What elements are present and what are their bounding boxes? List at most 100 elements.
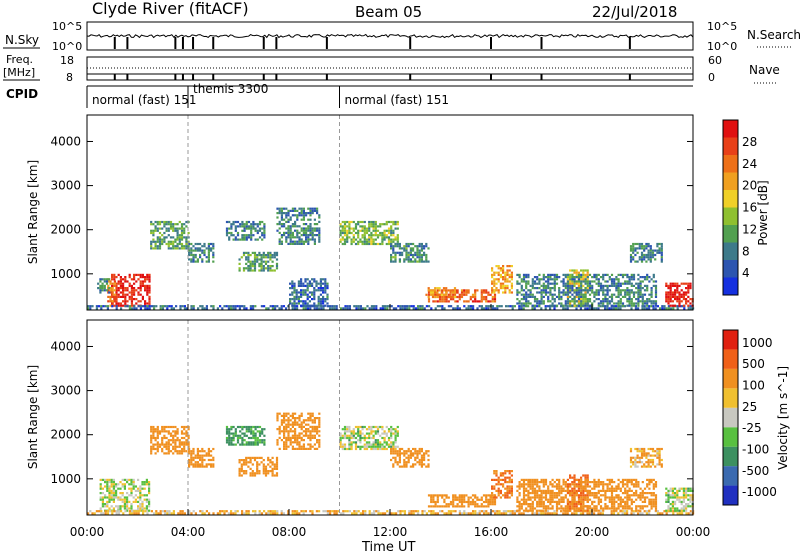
heatmap-cell (254, 512, 257, 515)
heatmap-cell (236, 220, 240, 224)
heatmap-cell (223, 510, 226, 513)
heatmap-cell (542, 500, 545, 503)
heatmap-cell (460, 505, 464, 508)
heatmap-cell (608, 289, 611, 292)
heatmap-cell (595, 291, 598, 294)
heatmap-cell (542, 505, 545, 508)
heatmap-cell (185, 245, 188, 248)
heatmap-cell (637, 295, 640, 298)
heatmap-cell (641, 280, 644, 283)
heatmap-cell (192, 510, 195, 513)
heatmap-cell (363, 238, 366, 241)
heatmap-cell (467, 505, 470, 508)
heatmap-cell (276, 414, 279, 417)
heatmap-cell (506, 284, 509, 287)
heatmap-cell (525, 509, 528, 512)
heatmap-cell (250, 430, 253, 433)
heatmap-cell (236, 305, 239, 308)
heatmap-cell (234, 225, 237, 228)
heatmap-cell (120, 307, 123, 310)
heatmap-cell (432, 494, 435, 497)
heatmap-cell (283, 414, 286, 417)
heatmap-cell (190, 253, 193, 257)
heatmap-cell (297, 280, 300, 283)
heatmap-cell (169, 432, 173, 435)
heatmap-cell (683, 307, 686, 310)
heatmap-cell (296, 512, 299, 515)
heatmap-cell (687, 304, 690, 307)
heatmap-cell (396, 227, 399, 230)
heatmap-cell (178, 220, 181, 224)
heatmap-cell (606, 300, 609, 303)
heatmap-cell (287, 419, 290, 422)
heatmap-cell (555, 273, 559, 276)
heatmap-cell (350, 441, 353, 444)
y-tick-label: 2000 (50, 223, 81, 237)
heatmap-cell (343, 432, 347, 435)
heatmap-cell (506, 489, 509, 492)
heatmap-cell (258, 265, 261, 268)
heatmap-cell (482, 505, 486, 508)
heatmap-cell (667, 494, 670, 497)
heatmap-cell (628, 280, 631, 283)
heatmap-cell (383, 436, 386, 440)
heatmap-cell (412, 253, 415, 257)
heatmap-cell (573, 492, 576, 495)
heatmap-cell (597, 289, 600, 292)
heatmap-cell (137, 305, 140, 308)
heatmap-cell (412, 247, 415, 250)
heatmap-cell (566, 485, 569, 488)
heatmap-cell (632, 249, 635, 252)
heatmap-cell (604, 298, 607, 301)
heatmap-cell (420, 454, 423, 457)
heatmap-cell (495, 282, 498, 285)
heatmap-cell (285, 445, 288, 448)
heatmap-cell (194, 512, 197, 515)
heatmap-cell (551, 500, 554, 503)
heatmap-cell (588, 289, 592, 292)
heatmap-cell (192, 465, 195, 468)
heatmap-cell (126, 503, 129, 506)
heatmap-cell (185, 247, 188, 250)
heatmap-cell (591, 280, 594, 283)
heatmap-cell (547, 498, 550, 501)
heatmap-cell (386, 305, 389, 308)
heatmap-cell (643, 289, 647, 292)
heatmap-cell (506, 487, 509, 490)
heatmap-cell (571, 476, 574, 479)
heatmap-cell (205, 465, 208, 468)
heatmap-cell (533, 280, 537, 283)
heatmap-cell (113, 304, 116, 307)
heatmap-cell (322, 298, 325, 301)
heatmap-cell (346, 231, 349, 235)
heatmap-cell (518, 505, 521, 508)
heatmap-cell (384, 307, 387, 310)
heatmap-cell (566, 503, 569, 506)
heatmap-cell (187, 220, 190, 224)
heatmap-cell (176, 238, 179, 241)
heatmap-cell (445, 291, 448, 294)
heatmap-cell (491, 496, 494, 499)
heatmap-cell (300, 428, 303, 431)
heatmap-cell (465, 289, 468, 292)
heatmap-cell (472, 305, 475, 308)
heatmap-cell (569, 476, 572, 479)
heatmap-cell (249, 461, 252, 464)
heatmap-cell (687, 307, 690, 310)
heatmap-cell (363, 227, 366, 230)
heatmap-cell (384, 305, 387, 308)
heatmap-cell (108, 500, 111, 503)
heatmap-cell (508, 276, 511, 279)
heatmap-cell (185, 220, 188, 224)
heatmap-cell (416, 454, 419, 457)
heatmap-cell (145, 500, 148, 503)
heatmap-cell (252, 305, 255, 308)
heatmap-cell (254, 229, 257, 232)
heatmap-cell (525, 295, 528, 298)
heatmap-cell (689, 307, 692, 310)
heatmap-cell (569, 500, 572, 503)
heatmap-cell (608, 284, 611, 287)
heatmap-cell (407, 447, 410, 451)
heatmap-cell (577, 284, 580, 287)
heatmap-cell (112, 487, 115, 490)
